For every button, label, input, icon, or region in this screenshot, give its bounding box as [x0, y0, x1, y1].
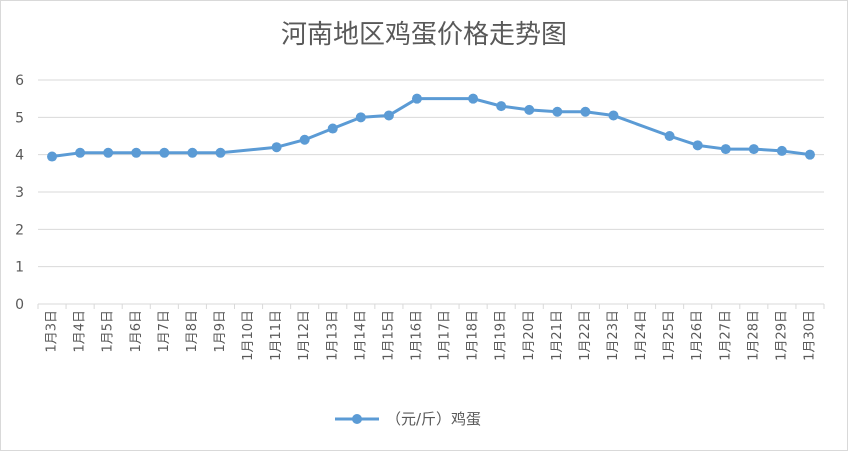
- series-group: [47, 93, 815, 162]
- legend-label: （元/斤）鸡蛋: [386, 410, 481, 428]
- y-tick-label: 6: [15, 73, 24, 89]
- x-tick-label: 1月29日: [774, 310, 789, 361]
- data-point: [524, 104, 535, 115]
- data-point: [271, 142, 282, 153]
- x-tick-label: 1月14日: [353, 310, 368, 361]
- x-tick-label: 1月27日: [718, 310, 733, 361]
- data-point: [159, 147, 170, 158]
- x-tick-label: 1月30日: [802, 310, 817, 361]
- x-tick-label: 1月7日: [157, 310, 172, 353]
- data-point: [355, 112, 366, 123]
- gridlines: [38, 79, 824, 268]
- x-tick-label: 1月28日: [746, 310, 761, 361]
- data-point: [187, 147, 198, 158]
- x-tick-label: 1月21日: [550, 310, 565, 361]
- data-point: [75, 147, 86, 158]
- data-point: [496, 101, 507, 112]
- y-tick-label: 0: [15, 297, 24, 313]
- y-tick-label: 1: [15, 260, 24, 276]
- x-tick-label: 1月4日: [73, 310, 88, 353]
- data-point: [215, 147, 226, 158]
- x-tick-label: 1月23日: [606, 310, 621, 361]
- x-tick-label: 1月17日: [438, 310, 453, 361]
- data-point: [692, 140, 703, 151]
- data-point: [327, 123, 338, 134]
- x-tick-label: 1月11日: [269, 310, 284, 361]
- data-point: [131, 147, 142, 158]
- x-tick-label: 1月18日: [466, 310, 481, 361]
- data-point: [608, 110, 619, 121]
- x-tick-label: 1月5日: [101, 310, 116, 353]
- x-tick-label: 1月12日: [297, 310, 312, 361]
- data-point: [748, 144, 759, 155]
- x-tick-label: 1月13日: [325, 310, 340, 361]
- data-point: [552, 106, 563, 117]
- y-tick-label: 5: [15, 110, 24, 126]
- x-tick-label: 1月25日: [662, 310, 677, 361]
- legend-marker: [352, 414, 362, 424]
- chart-title: 河南地区鸡蛋价格走势图: [280, 20, 567, 50]
- data-point: [720, 144, 731, 155]
- x-tick-label: 1月20日: [522, 310, 537, 361]
- data-point: [580, 106, 591, 117]
- x-tick-label: 1月22日: [578, 310, 593, 361]
- data-point: [299, 134, 310, 145]
- x-tick-label: 1月15日: [381, 310, 396, 361]
- data-point: [804, 149, 815, 160]
- x-tick-label: 1月19日: [494, 310, 509, 361]
- x-tick-label: 1月26日: [690, 310, 705, 361]
- data-point: [411, 93, 422, 104]
- x-tick-label: 1月6日: [129, 310, 144, 353]
- y-tick-label: 2: [15, 222, 24, 238]
- x-tick-label: 1月16日: [409, 310, 424, 361]
- y-tick-label: 3: [15, 185, 24, 201]
- legend: （元/斤）鸡蛋: [335, 410, 481, 428]
- x-tick-label: 1月3日: [45, 310, 60, 353]
- data-point: [776, 145, 787, 156]
- x-axis: 1月3日 1月4日 1月5日 1月6日 1月7日 1月8日 1月9日 1月10日 1月11日 1月…: [37, 303, 825, 361]
- data-point: [468, 93, 479, 104]
- y-tick-label: 4: [15, 148, 24, 164]
- x-tick-label: 1月9日: [213, 310, 228, 353]
- data-point: [103, 147, 114, 158]
- data-point: [664, 131, 675, 141]
- y-axis: 0 1 2 3 4 5 6: [15, 73, 24, 313]
- data-point: [383, 110, 394, 121]
- data-point: [47, 151, 58, 162]
- x-tick-label: 1月10日: [241, 310, 256, 361]
- x-tick-label: 1月8日: [185, 310, 200, 353]
- x-tick-label: 1月24日: [634, 310, 649, 361]
